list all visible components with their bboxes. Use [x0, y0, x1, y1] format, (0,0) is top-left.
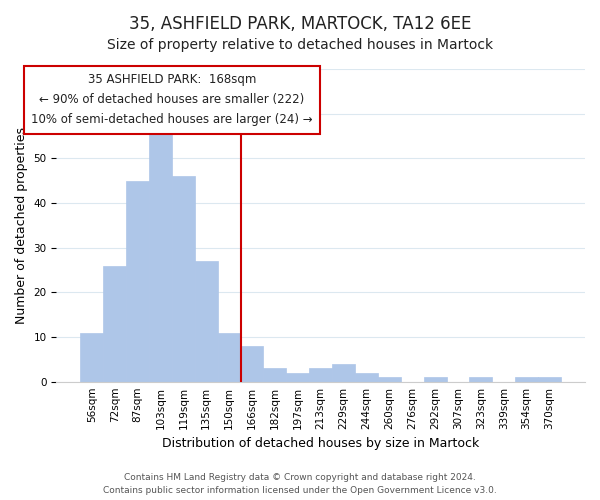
Bar — [286, 372, 309, 382]
Bar — [149, 132, 172, 382]
Text: 35, ASHFIELD PARK, MARTOCK, TA12 6EE: 35, ASHFIELD PARK, MARTOCK, TA12 6EE — [129, 15, 471, 33]
Bar — [424, 377, 446, 382]
Bar — [332, 364, 355, 382]
Bar — [515, 377, 538, 382]
Bar — [126, 180, 149, 382]
Bar — [103, 266, 126, 382]
Bar — [218, 332, 241, 382]
Bar — [263, 368, 286, 382]
Text: 35 ASHFIELD PARK:  168sqm
← 90% of detached houses are smaller (222)
10% of semi: 35 ASHFIELD PARK: 168sqm ← 90% of detach… — [31, 74, 313, 126]
Bar — [80, 332, 103, 382]
Y-axis label: Number of detached properties: Number of detached properties — [15, 127, 28, 324]
Text: Contains HM Land Registry data © Crown copyright and database right 2024.
Contai: Contains HM Land Registry data © Crown c… — [103, 474, 497, 495]
X-axis label: Distribution of detached houses by size in Martock: Distribution of detached houses by size … — [162, 437, 479, 450]
Bar — [469, 377, 493, 382]
Bar — [355, 372, 378, 382]
Bar — [378, 377, 401, 382]
Text: Size of property relative to detached houses in Martock: Size of property relative to detached ho… — [107, 38, 493, 52]
Bar — [241, 346, 263, 382]
Bar — [538, 377, 561, 382]
Bar — [172, 176, 195, 382]
Bar — [195, 261, 218, 382]
Bar — [309, 368, 332, 382]
